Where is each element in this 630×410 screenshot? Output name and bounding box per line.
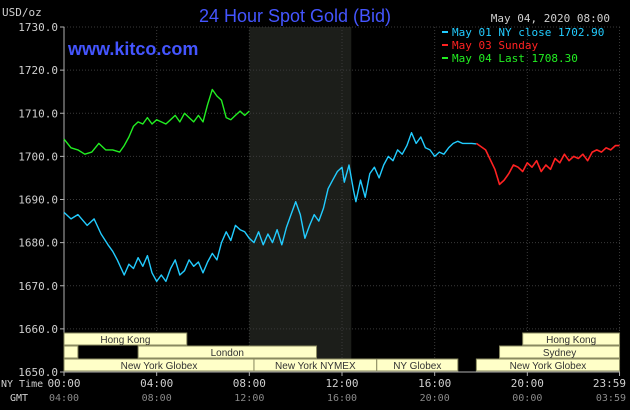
y-tick-label-6: 1670.0 <box>18 280 58 293</box>
session-bar <box>137 345 318 359</box>
x-tick-labels: 00:00 04:00 08:00 12:00 16:00 20:00 23:59 04:00… <box>47 377 626 404</box>
series-line-2 <box>63 88 250 155</box>
shaded-session-band <box>249 27 352 372</box>
price-series <box>63 88 620 283</box>
legend-swatch-1 <box>442 44 448 46</box>
legend-swatch-2 <box>442 57 448 59</box>
session-ny-globex: NY Globex <box>376 358 459 372</box>
session-new-york-nymex: New York NYMEX <box>253 358 378 372</box>
session-label: Hong Kong <box>546 335 596 346</box>
legend-label-2: May 04 Last 1708.30 <box>452 52 578 65</box>
session-label: Sydney <box>543 348 576 359</box>
session-bar <box>63 332 188 346</box>
session-london <box>63 345 79 359</box>
y-tick-label-3: 1700.0 <box>18 150 58 163</box>
y-tick-labels: 1730.0 1720.0 1710.0 1700.0 1690.0 1680.0 1670… <box>18 21 58 379</box>
session-label: Hong Kong <box>100 335 150 346</box>
x-tick-label-gmt-4: 20:00 <box>420 393 450 404</box>
series-line-1 <box>475 142 620 186</box>
x-tick-label-ny-2: 08:00 <box>233 377 266 390</box>
x-tick-label-gmt-1: 08:00 <box>142 393 172 404</box>
session-label: New York Globex <box>121 361 198 372</box>
y-tick-label-8: 1650.0 <box>18 366 58 379</box>
y-tick-label-4: 1690.0 <box>18 194 58 207</box>
session-bar <box>522 332 621 346</box>
x-tick-label-gmt-0: 04:00 <box>49 393 79 404</box>
axes <box>60 26 621 376</box>
x-tick-label-gmt-3: 16:00 <box>327 393 357 404</box>
x-tick-label-gmt-6: 03:59 <box>596 393 626 404</box>
y-tick-label-7: 1660.0 <box>18 323 58 336</box>
x-tick-label-ny-0: 00:00 <box>47 377 80 390</box>
x-axis-label-ny: NY Time <box>1 379 43 390</box>
market-sessions: Hong Kong Hong Kong London Sydney New York G… <box>63 332 621 372</box>
x-tick-label-ny-1: 04:00 <box>140 377 173 390</box>
x-tick-label-ny-6: 23:59 <box>593 377 626 390</box>
legend-label-0: May 01 NY close 1702.90 <box>452 26 604 39</box>
session-label: NY Globex <box>393 361 441 372</box>
site-watermark: www.kitco.com <box>67 39 198 59</box>
session-bar <box>499 345 621 359</box>
y-tick-label-1: 1720.0 <box>18 64 58 77</box>
y-tick-label-2: 1710.0 <box>18 107 58 120</box>
chart-title: 24 Hour Spot Gold (Bid) <box>199 6 391 26</box>
date-label: May 04, 2020 08:00 <box>491 12 610 25</box>
x-tick-label-gmt-5: 00:00 <box>512 393 542 404</box>
session-label: New York Globex <box>510 361 587 372</box>
y-tick-label-0: 1730.0 <box>18 21 58 34</box>
session-new-york-globex: New York Globex <box>475 358 621 372</box>
session-bar <box>475 358 621 372</box>
session-bar <box>63 345 79 359</box>
session-label: London <box>211 348 244 359</box>
shade-band <box>249 27 352 372</box>
y-tick-label-5: 1680.0 <box>18 237 58 250</box>
session-london: London <box>137 345 318 359</box>
session-hong-kong: Hong Kong <box>522 332 621 346</box>
x-tick-label-ny-3: 12:00 <box>325 377 358 390</box>
session-sydney: Sydney <box>499 345 621 359</box>
x-tick-label-ny-5: 20:00 <box>511 377 544 390</box>
session-bar <box>376 358 459 372</box>
x-tick-label-gmt-2: 12:00 <box>234 393 264 404</box>
x-axis-label-gmt: GMT <box>10 393 28 404</box>
session-hong-kong: Hong Kong <box>63 332 188 346</box>
series-line-0 <box>63 131 477 283</box>
legend-swatch-0 <box>442 31 448 33</box>
x-tick-label-ny-4: 16:00 <box>418 377 451 390</box>
y-unit-label: USD/oz <box>2 6 42 19</box>
session-new-york-globex: New York Globex <box>63 358 255 372</box>
session-label: New York NYMEX <box>275 361 356 372</box>
legend-label-1: May 03 Sunday <box>452 39 538 52</box>
